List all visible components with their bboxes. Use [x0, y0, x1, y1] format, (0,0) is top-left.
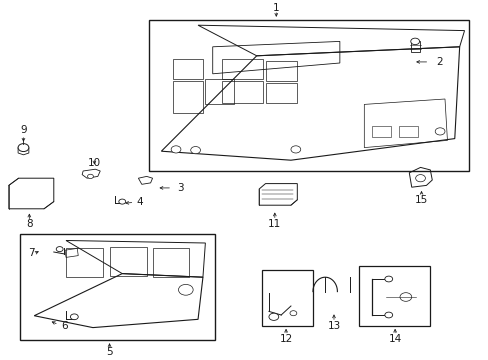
Text: 13: 13 [326, 321, 340, 331]
Bar [261, 270, 312, 326]
Circle shape [384, 276, 392, 282]
Circle shape [178, 284, 193, 295]
Circle shape [190, 147, 200, 154]
Text: 12: 12 [279, 334, 292, 344]
Circle shape [410, 38, 419, 45]
Bar [149, 20, 468, 171]
Text: 14: 14 [387, 334, 401, 344]
Circle shape [268, 313, 278, 320]
Circle shape [70, 314, 78, 320]
Circle shape [415, 175, 425, 182]
Text: 2: 2 [436, 57, 443, 67]
Text: 9: 9 [20, 125, 27, 135]
Circle shape [290, 146, 300, 153]
Circle shape [434, 128, 444, 135]
Circle shape [56, 247, 63, 252]
Circle shape [18, 144, 29, 152]
Circle shape [384, 312, 392, 318]
Text: 4: 4 [137, 197, 143, 207]
Circle shape [171, 146, 181, 153]
Circle shape [119, 199, 125, 204]
Text: 15: 15 [414, 195, 427, 205]
Text: 5: 5 [106, 347, 113, 357]
Circle shape [87, 174, 93, 179]
Text: 1: 1 [272, 3, 279, 13]
Bar [359, 266, 429, 326]
Text: 10: 10 [88, 158, 101, 168]
Text: 6: 6 [61, 321, 68, 331]
Text: 3: 3 [177, 183, 183, 193]
Text: 11: 11 [267, 219, 281, 229]
Text: 7: 7 [28, 248, 35, 258]
Text: 8: 8 [26, 219, 33, 229]
Circle shape [289, 311, 296, 316]
Circle shape [399, 293, 411, 301]
Bar [20, 234, 215, 340]
